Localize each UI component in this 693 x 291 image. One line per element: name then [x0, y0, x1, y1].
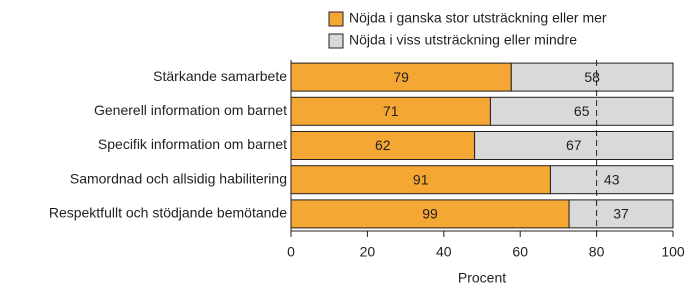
data-label: 65 [574, 103, 590, 119]
x-tick-label: 60 [512, 244, 528, 260]
x-axis-label: Procent [458, 270, 506, 286]
x-tick-label: 0 [287, 244, 295, 260]
bar [568, 199, 674, 229]
y-tick-label: Specifik information om barnet [98, 136, 287, 152]
data-label: 67 [566, 137, 582, 153]
legend-swatch [328, 11, 344, 27]
x-tick-label: 80 [589, 244, 605, 260]
y-tick-label: Samordnad och allsidig habilitering [70, 170, 287, 186]
data-label: 91 [413, 171, 429, 187]
data-label: 43 [604, 171, 620, 187]
y-tick-label: Stärkande samarbete [153, 68, 287, 84]
bar [290, 165, 551, 195]
legend-label: Nöjda i viss utsträckning eller mindre [349, 32, 577, 48]
x-tick-label: 40 [436, 244, 452, 260]
data-label: 58 [584, 69, 600, 85]
y-tick-label: Respektfullt och stödjande bemötande [49, 205, 287, 221]
y-tick-label: Generell information om barnet [94, 102, 287, 118]
x-tick-label: 100 [661, 244, 685, 260]
bar [549, 165, 674, 195]
data-label: 79 [393, 69, 409, 85]
bar [510, 62, 674, 92]
data-label: 71 [383, 103, 399, 119]
bar [290, 131, 476, 160]
data-label: 99 [422, 206, 438, 222]
bar [489, 96, 674, 126]
legend-label: Nöjda i ganska stor utsträckning eller m… [349, 10, 607, 26]
data-label: 62 [375, 137, 391, 153]
data-label: 37 [613, 206, 629, 222]
bar [474, 131, 674, 160]
x-tick-label: 20 [360, 244, 376, 260]
bar [290, 96, 491, 126]
bar [290, 62, 512, 92]
legend-swatch [328, 33, 344, 49]
